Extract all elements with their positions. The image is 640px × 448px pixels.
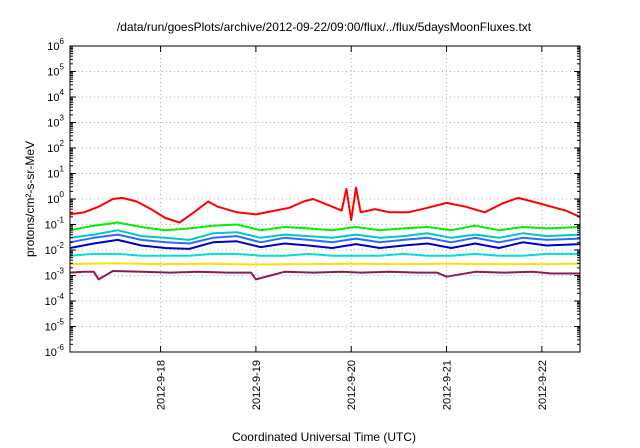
x-axis-ticks: 2012-9-18 2012-9-19 2012-9-20 2012-9-21 2012… — [156, 46, 549, 410]
y-tick-label: 10-5 — [45, 318, 65, 334]
y-tick-label: 10-4 — [45, 292, 65, 308]
y-tick-label: 101 — [47, 165, 64, 181]
y-tick-label: 102 — [47, 139, 64, 155]
y-tick-label: 103 — [47, 114, 64, 130]
y-tick-label: 10-1 — [45, 216, 65, 232]
x-tick-label: 2012-9-19 — [251, 360, 263, 410]
x-tick-label: 2012-9-22 — [537, 360, 549, 410]
series-line-4 — [69, 233, 581, 245]
y-tick-label: 10-3 — [45, 267, 65, 283]
series-line-6 — [69, 252, 580, 257]
y-tick-label: 10-2 — [45, 241, 65, 257]
series-line-2 — [69, 221, 581, 232]
series-line-1 — [69, 186, 581, 224]
series-line-8 — [69, 270, 580, 281]
x-tick-label: 2012-9-20 — [346, 360, 358, 410]
y-axis-ticks: 10-6 10-5 10-4 10-3 10-2 10-1 100 101 102 103 104 1… — [45, 37, 580, 359]
y-tick-label: 104 — [47, 88, 64, 104]
series-line-7 — [69, 262, 581, 266]
y-tick-label: 10-6 — [45, 343, 65, 359]
series-layer — [69, 186, 581, 281]
y-tick-label: 100 — [47, 190, 64, 206]
x-tick-label: 2012-9-18 — [156, 360, 168, 410]
series-line-5 — [69, 238, 581, 250]
y-tick-label: 106 — [47, 37, 64, 53]
series-line-3 — [69, 229, 581, 241]
y-axis-label: protons/cm²-s-sr-MeV — [23, 141, 37, 257]
grid — [70, 46, 580, 352]
x-tick-label: 2012-9-21 — [442, 360, 454, 410]
y-tick-label: 105 — [47, 63, 64, 79]
chart-title: /data/run/goesPlots/archive/2012-09-22/0… — [117, 20, 532, 34]
x-axis-label: Coordinated Universal Time (UTC) — [232, 430, 416, 444]
